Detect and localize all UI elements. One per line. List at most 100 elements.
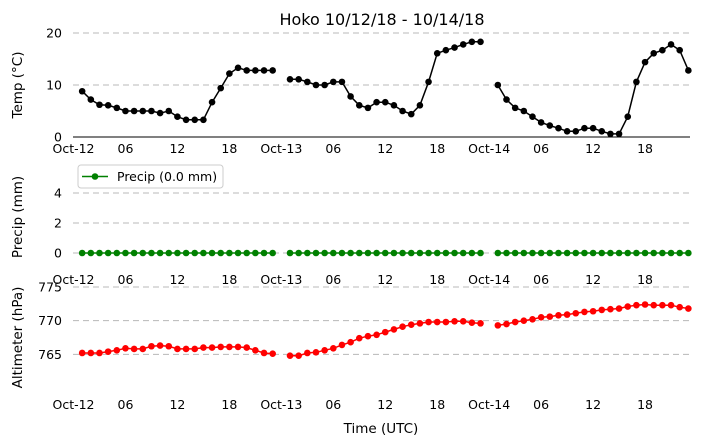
data-point	[589, 307, 597, 315]
data-point	[511, 104, 519, 112]
data-point	[615, 305, 623, 312]
data-point	[130, 345, 138, 353]
data-point	[182, 249, 190, 257]
data-point	[520, 107, 528, 115]
x-tick-label: 06	[118, 141, 134, 156]
data-point	[104, 249, 112, 257]
data-point	[104, 101, 112, 109]
data-point	[416, 249, 424, 257]
x-tick-label: 06	[533, 397, 549, 412]
data-point	[234, 343, 242, 351]
data-point	[511, 318, 519, 326]
data-point	[633, 249, 640, 257]
data-point	[520, 249, 528, 257]
data-point	[347, 249, 354, 257]
temperature-panel: 0 10 20 Oct-12 06 12 18 Oct-13 06 12 18 Oct-14 06 12 1…	[10, 10, 692, 156]
data-point	[589, 249, 597, 257]
data-point	[650, 301, 658, 309]
data-point	[555, 311, 562, 319]
data-point	[598, 127, 606, 135]
data-point	[200, 116, 207, 124]
data-point	[555, 124, 562, 132]
data-point	[286, 352, 294, 359]
data-point	[148, 107, 155, 115]
y-tick-label: 4	[54, 186, 62, 201]
x-tick-label: 06	[118, 397, 134, 412]
data-point	[182, 116, 190, 124]
data-point	[641, 58, 649, 66]
data-point	[191, 249, 199, 257]
data-point	[581, 308, 588, 316]
data-point	[503, 96, 510, 103]
data-point	[572, 309, 580, 317]
data-point	[676, 303, 683, 311]
data-point	[537, 119, 545, 126]
data-point	[390, 326, 398, 333]
data-point	[641, 301, 649, 308]
data-point	[260, 349, 268, 357]
x-tick-label: 12	[377, 272, 393, 287]
data-point	[286, 249, 294, 257]
x-tick-label: 06	[533, 141, 549, 156]
data-point	[477, 38, 484, 46]
x-tick-label: 18	[221, 272, 237, 287]
data-point	[667, 41, 675, 48]
data-point	[529, 249, 536, 257]
data-point	[234, 64, 242, 72]
data-point	[113, 104, 121, 112]
data-point	[122, 249, 129, 257]
x-tick-label: 12	[169, 141, 185, 156]
data-point	[243, 249, 250, 257]
data-point	[503, 249, 510, 257]
data-point	[321, 346, 328, 354]
data-point	[139, 345, 147, 353]
data-point	[355, 334, 363, 342]
data-point	[312, 81, 320, 89]
data-point	[407, 249, 415, 257]
data-point	[252, 249, 259, 257]
data-point	[87, 249, 95, 257]
data-point	[113, 249, 121, 257]
data-point	[407, 321, 415, 329]
x-tick-label: 18	[221, 141, 237, 156]
data-point	[390, 101, 398, 109]
x-tick-label: 12	[169, 272, 185, 287]
data-point	[494, 322, 502, 329]
data-point	[685, 67, 692, 74]
data-point	[139, 107, 147, 115]
y-tick-label: 770	[38, 313, 62, 328]
x-tick-label: 18	[637, 141, 653, 156]
data-point	[87, 349, 95, 357]
data-point	[563, 311, 571, 318]
data-point	[347, 93, 354, 100]
x-tick-label: 18	[637, 397, 653, 412]
x-tick-label: Oct-12	[52, 141, 94, 156]
y-tick-label: 765	[38, 347, 62, 362]
data-point	[364, 332, 372, 340]
data-point	[537, 249, 545, 257]
data-point	[546, 313, 554, 320]
x-tick-label: Oct-14	[468, 397, 510, 412]
x-tick-label: 18	[429, 272, 445, 287]
data-point	[572, 127, 580, 135]
data-point	[226, 70, 233, 77]
data-point	[667, 249, 675, 257]
data-point	[165, 107, 173, 115]
data-point	[226, 343, 233, 351]
data-point	[347, 338, 354, 346]
data-point	[200, 344, 207, 351]
x-tick-label: Oct-14	[468, 141, 510, 156]
data-point	[529, 316, 536, 323]
x-tick-label: 18	[429, 397, 445, 412]
data-point	[373, 249, 380, 257]
x-axis-label: Time (UTC)	[343, 421, 419, 437]
data-point	[659, 301, 666, 309]
data-point	[607, 130, 614, 138]
data-point	[425, 249, 432, 257]
data-point	[598, 249, 606, 257]
data-point	[191, 116, 199, 124]
data-point	[494, 249, 502, 257]
data-point	[641, 249, 649, 257]
x-tick-label: 12	[169, 397, 185, 412]
data-point	[156, 109, 164, 117]
